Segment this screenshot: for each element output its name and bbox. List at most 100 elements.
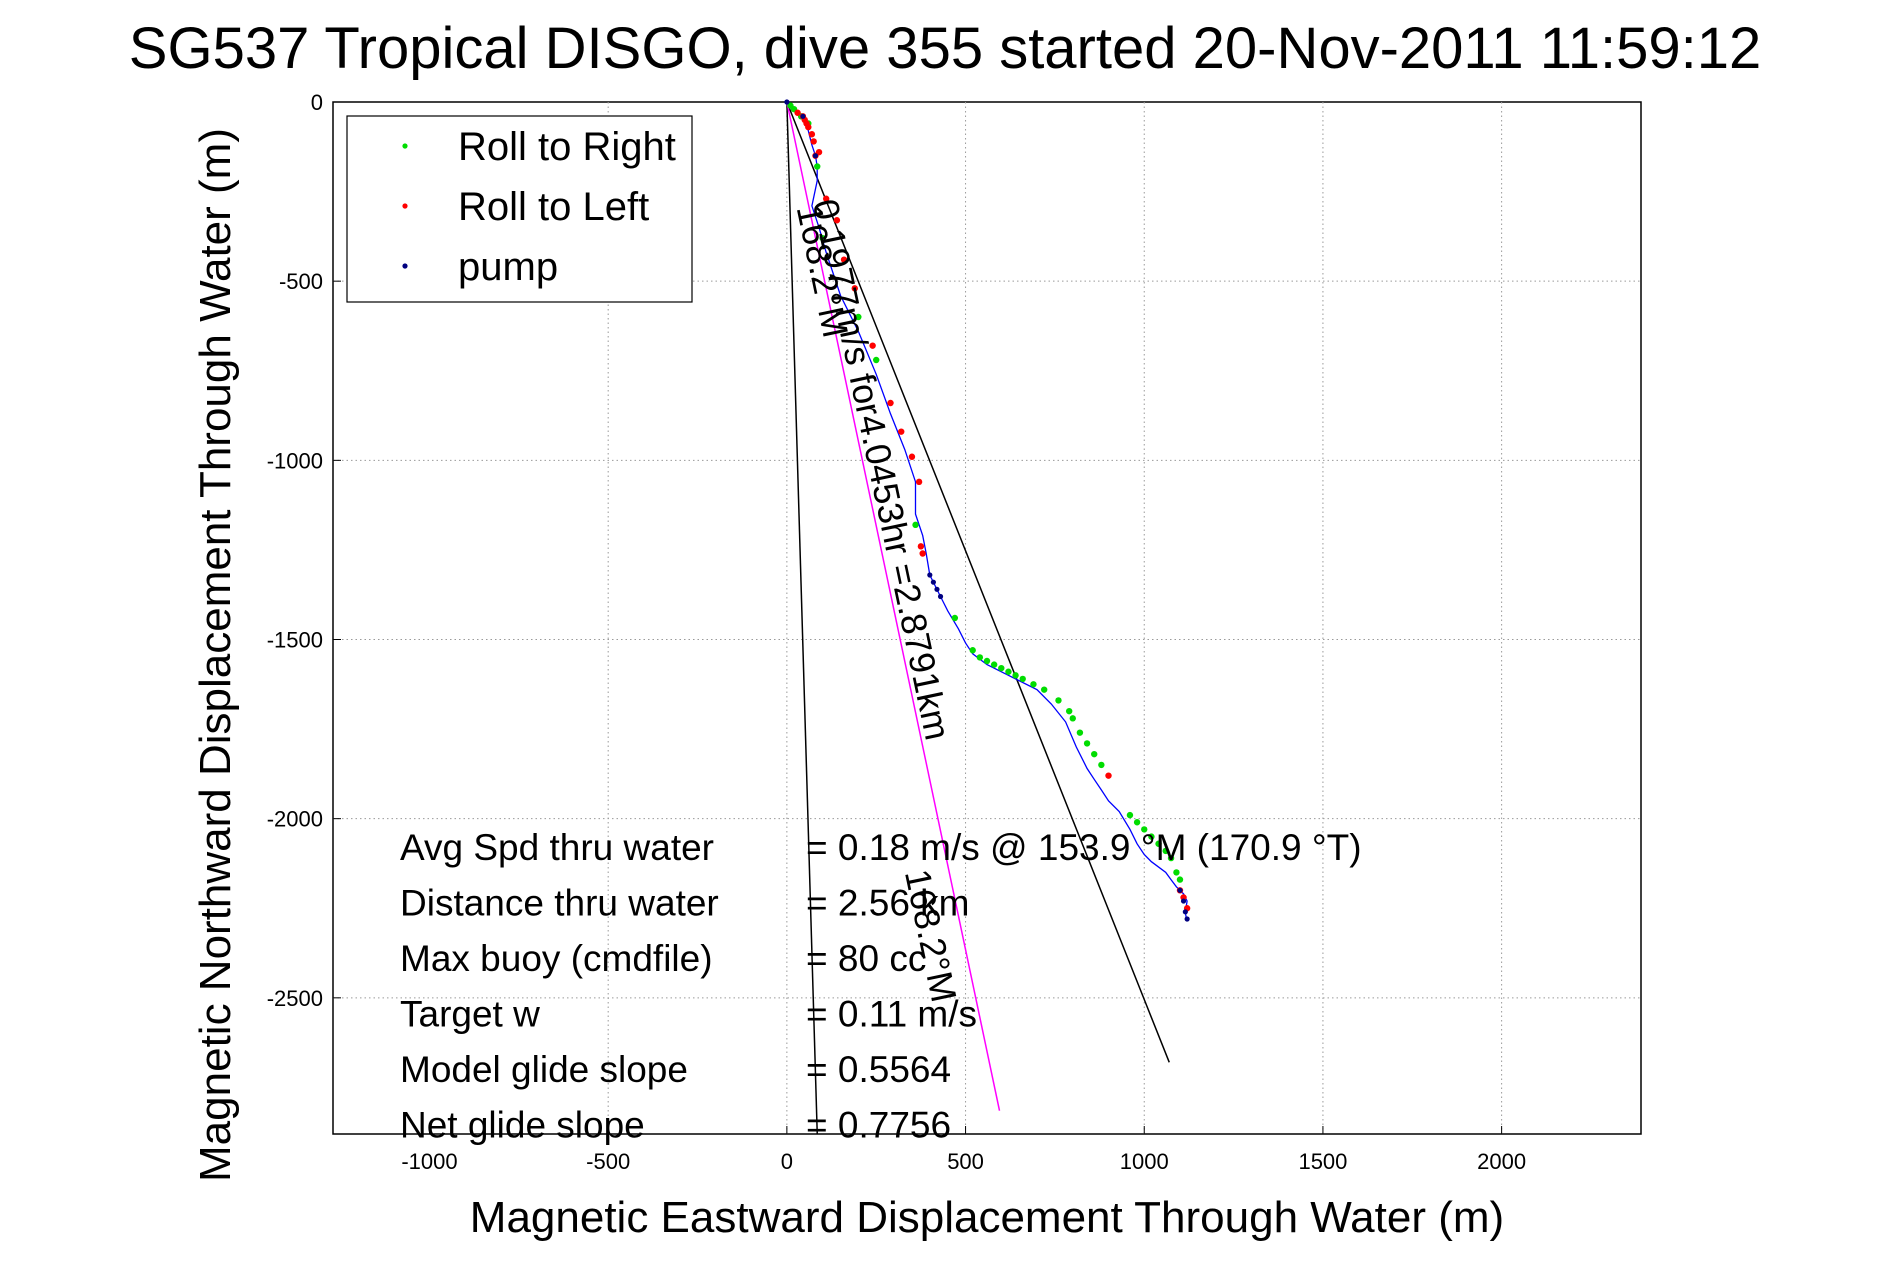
y-tick-label: -2000 [267, 807, 323, 832]
x-tick-label: 1500 [1298, 1149, 1347, 1174]
roll-left-point [1105, 772, 1112, 779]
pump-point [937, 593, 944, 600]
roll-right-point [1162, 847, 1169, 855]
roll-left-point [887, 399, 894, 407]
roll-left-point [815, 148, 823, 156]
roll-right-point [1083, 740, 1091, 747]
y-tick-label: 0 [311, 90, 323, 115]
roll-right-point [990, 661, 998, 668]
stat-value: = 0.7756 [806, 1105, 951, 1146]
x-tick-label: 1000 [1120, 1149, 1169, 1174]
roll-right-point [855, 313, 862, 321]
stat-label: Target w [400, 994, 540, 1035]
roll-right-point [1155, 840, 1162, 847]
roll-right-point [951, 614, 959, 622]
pump-point [1184, 916, 1190, 922]
pump-point [927, 572, 933, 578]
track-line [786, 101, 1188, 920]
stat-label: Avg Spd thru water [400, 827, 714, 868]
legend-marker [402, 203, 408, 209]
stat-label: Distance thru water [400, 883, 719, 924]
roll-left-point [898, 428, 905, 435]
roll-right-point [1167, 854, 1175, 862]
y-tick-label: -1000 [267, 448, 323, 473]
pump-point [1177, 887, 1183, 893]
legend-marker [402, 263, 408, 269]
stat-value: = 0.5564 [806, 1049, 951, 1090]
roll-right-point [983, 657, 991, 665]
roll-left-point [919, 550, 926, 557]
roll-right-point [1141, 826, 1148, 833]
roll-right-point [1055, 697, 1062, 704]
legend-entry-label: Roll to Left [458, 185, 649, 229]
stat-label: Model glide slope [400, 1049, 688, 1090]
roll-right-point [1126, 811, 1134, 819]
roll-right-point [1091, 750, 1098, 758]
roll-left-point [805, 123, 812, 131]
track-series [786, 101, 1188, 920]
roll-right-point [1030, 681, 1037, 688]
legend-marker [402, 143, 408, 149]
y-tick-label: -1500 [267, 628, 323, 653]
roll-right-point [814, 163, 821, 170]
roll-left-point [915, 478, 923, 486]
stat-label: Net glide slope [400, 1105, 645, 1146]
roll-right-point [1176, 876, 1184, 883]
y-axis-ticks: 0 -500 -1000 -1500 -2000 -2500 [267, 90, 341, 1011]
legend-entry-label: pump [458, 245, 558, 289]
roll-right-point [1148, 833, 1155, 840]
chart-title: SG537 Tropical DISGO, dive 355 started 2… [129, 16, 1761, 81]
stat-value: = 0.18 m/s @ 153.9 °M (170.9 °T) [806, 827, 1362, 868]
stat-value: = 0.11 m/s [806, 994, 977, 1035]
roll-right-point [1173, 869, 1180, 876]
roll-left-point [851, 285, 858, 292]
marker-series [784, 99, 1191, 922]
x-tick-label: 500 [947, 1149, 984, 1174]
roll-right-point [1005, 668, 1012, 675]
roll-left-point [869, 342, 876, 349]
roll-right-point [912, 521, 919, 529]
reference-lines [786, 101, 1170, 1135]
roll-right-point [976, 654, 984, 661]
roll-left-point [833, 217, 841, 224]
roll-left-point [794, 109, 801, 116]
roll-right-point [1065, 707, 1073, 715]
roll-left-point [917, 543, 925, 550]
x-tick-label: -500 [586, 1149, 630, 1174]
x-tick-label: -1000 [401, 1149, 457, 1174]
roll-right-point [819, 234, 826, 242]
roll-right-point [1040, 686, 1048, 693]
y-axis-label: Magnetic Northward Displacement Through … [191, 128, 240, 1182]
x-axis-label: Magnetic Eastward Displacement Through W… [470, 1193, 1504, 1242]
roll-right-point [1012, 672, 1019, 679]
roll-right-point [873, 356, 880, 364]
stat-value: = 80 cc [806, 938, 926, 979]
legend-entry-label: Roll to Right [458, 125, 676, 169]
x-axis-ticks: -1000 -500 0 500 1000 1500 2000 [401, 1126, 1526, 1174]
roll-right-point [1098, 761, 1105, 769]
roll-right-point [1076, 729, 1084, 736]
x-tick-label: 2000 [1477, 1149, 1526, 1174]
reference-line [786, 101, 1001, 1111]
roll-right-point [1133, 819, 1141, 826]
roll-left-point [840, 256, 848, 263]
roll-left-point [822, 195, 830, 202]
stat-value: = 2.56 km [806, 883, 970, 924]
pump-point [800, 113, 806, 119]
roll-left-point [908, 453, 916, 460]
roll-left-point [808, 131, 816, 138]
y-tick-label: -2500 [267, 986, 323, 1011]
roll-right-point [998, 664, 1005, 672]
reference-line [786, 101, 818, 1135]
pump-point [934, 586, 940, 592]
grid [333, 102, 1641, 1134]
pump-point [1182, 909, 1188, 915]
roll-right-point [1069, 715, 1076, 722]
pump-point [812, 153, 819, 159]
pump-point [1180, 898, 1187, 904]
pump-point [930, 579, 936, 585]
roll-right-point [1019, 675, 1026, 683]
x-tick-label: 0 [781, 1149, 793, 1174]
stat-label: Max buoy (cmdfile) [400, 938, 713, 979]
